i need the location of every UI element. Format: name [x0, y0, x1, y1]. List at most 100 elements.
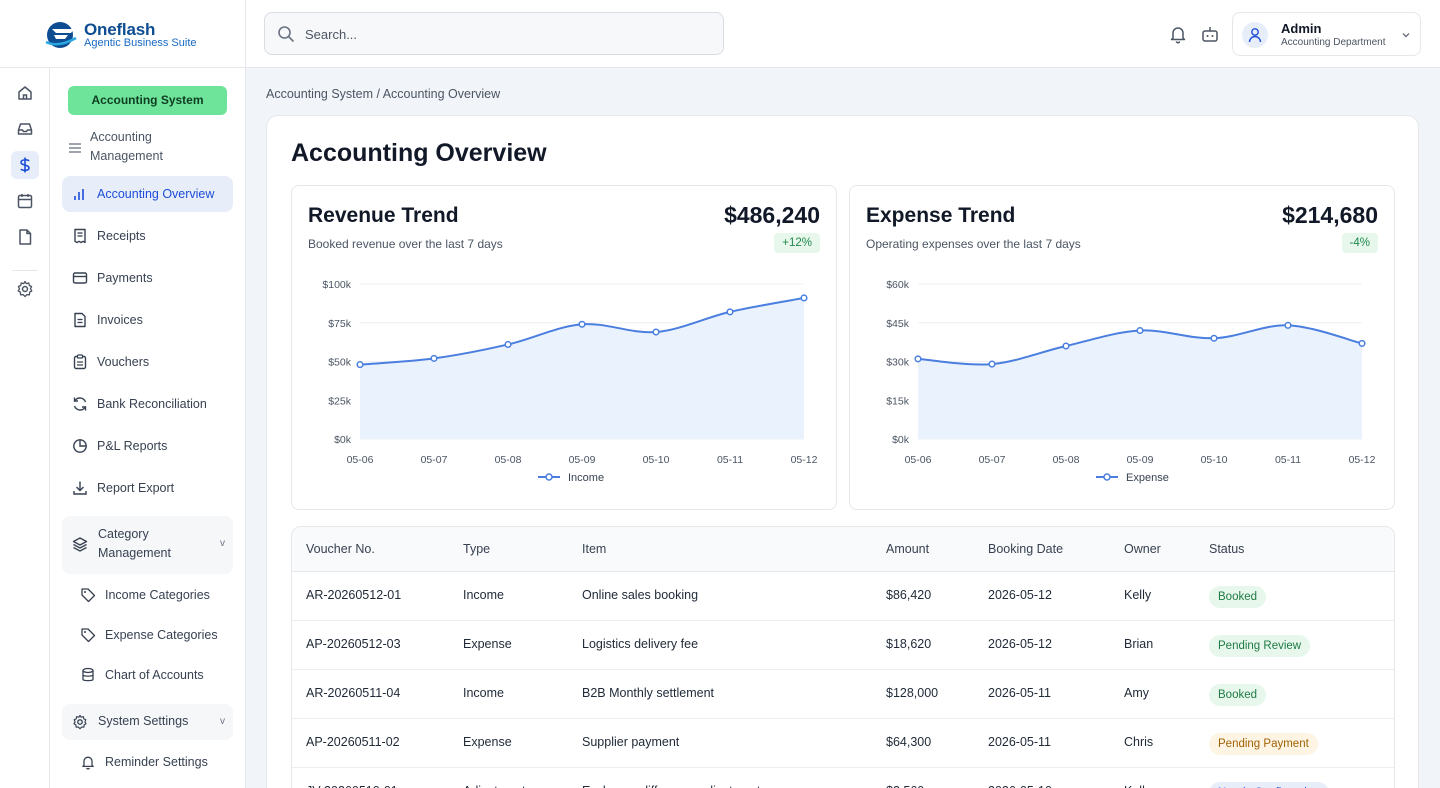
series-area	[918, 325, 1362, 439]
x-tick-label: 05-07	[421, 454, 448, 466]
revenue-change-badge: +12%	[774, 233, 820, 253]
table-row[interactable]: AP-20260512-03 Expense Logistics delivery …	[292, 621, 1394, 670]
sidebar-item-bank-reconciliation[interactable]: Bank Reconciliation	[62, 386, 233, 422]
rail-settings-button[interactable]	[11, 275, 39, 303]
data-point[interactable]	[726, 308, 734, 316]
x-tick-label: 05-06	[905, 454, 932, 466]
search-box[interactable]	[264, 12, 724, 55]
system-settings-label: System Settings	[98, 714, 189, 728]
sidebar-item-chart-of-accounts[interactable]: Chart of Accounts	[70, 660, 233, 690]
home-icon	[18, 86, 32, 100]
table-row[interactable]: AR-20260512-01 Income Online sales booking…	[292, 572, 1394, 621]
clipboard-icon	[73, 354, 87, 370]
rail-accounting-button[interactable]	[11, 151, 39, 179]
sidebar-item-label: Payments	[97, 271, 153, 285]
accounting-system-button[interactable]: Accounting System	[68, 86, 227, 115]
data-point[interactable]	[430, 354, 438, 362]
table-cell: 2026-05-10	[988, 784, 1052, 788]
y-tick-label: $25k	[328, 395, 352, 407]
avatar	[1242, 22, 1268, 48]
table-row[interactable]: AP-20260511-02 Expense Supplier payment $64…	[292, 719, 1394, 768]
system-settings-group[interactable]: System Settings v	[62, 704, 233, 740]
legend-marker	[1103, 473, 1111, 481]
x-tick-label: 05-12	[791, 454, 818, 466]
table-cell: Adjustment	[463, 784, 526, 788]
status-badge: Pending Payment	[1209, 733, 1318, 755]
x-tick-label: 05-11	[1275, 454, 1301, 466]
category-management-group[interactable]: Category Management v	[62, 516, 233, 574]
notification-bell-icon[interactable]	[1168, 24, 1188, 44]
data-point[interactable]	[652, 328, 660, 336]
search-input[interactable]	[305, 23, 705, 45]
expense-total: $214,680	[1282, 202, 1378, 228]
data-point[interactable]	[1210, 334, 1218, 342]
table-cell: Amy	[1124, 686, 1149, 700]
user-name: Admin	[1281, 21, 1322, 36]
brand-logo-icon	[45, 22, 77, 48]
user-menu[interactable]: Admin Accounting Department	[1232, 12, 1421, 56]
rail-calendar-button[interactable]	[11, 187, 39, 215]
rail-home-button[interactable]	[11, 79, 39, 107]
table-row[interactable]: JV-20260510-01 Adjustment Exchange differe…	[292, 768, 1394, 788]
sidebar: Accounting System Accounting Management …	[50, 68, 246, 788]
database-icon	[82, 667, 94, 682]
data-point[interactable]	[1136, 326, 1144, 335]
rail-inbox-button[interactable]	[11, 115, 39, 143]
accounting-management-group[interactable]: Accounting Management	[62, 128, 233, 168]
table-cell: 2026-05-11	[988, 686, 1052, 700]
sidebar-item-accounting-overview[interactable]: Accounting Overview	[62, 176, 233, 212]
gear-icon	[73, 714, 87, 730]
data-point[interactable]	[1358, 339, 1366, 347]
y-tick-label: $15k	[886, 395, 910, 407]
sidebar-item-label: Vouchers	[97, 355, 150, 369]
rail-document-button[interactable]	[11, 223, 39, 251]
sidebar-item-reminder-settings[interactable]: Reminder Settings	[70, 747, 233, 777]
assistant-bot-icon[interactable]	[1200, 24, 1220, 44]
table-cell: 2026-05-12	[988, 588, 1052, 602]
x-tick-label: 05-10	[1201, 454, 1228, 466]
sidebar-item-income-categories[interactable]: Income Categories	[70, 580, 233, 610]
revenue-total: $486,240	[724, 202, 820, 228]
data-point[interactable]	[914, 355, 922, 363]
sidebar-item-invoices[interactable]: Invoices	[62, 302, 233, 338]
sidebar-item-label: Receipts	[97, 229, 146, 243]
sidebar-item-label: Accounting Overview	[97, 187, 215, 201]
sidebar-item-receipts[interactable]: Receipts	[62, 218, 233, 254]
legend-label: Expense	[1126, 472, 1169, 484]
data-point[interactable]	[800, 294, 808, 302]
page-title: Accounting Overview	[291, 139, 547, 167]
table-cell: $2,560	[886, 784, 924, 788]
data-point[interactable]	[1062, 342, 1070, 350]
user-icon	[1248, 28, 1262, 43]
bar-chart-icon	[74, 189, 84, 200]
data-point[interactable]	[1284, 321, 1292, 329]
x-tick-label: 05-11	[717, 454, 743, 466]
receipt-icon	[74, 228, 86, 244]
pie-icon	[73, 439, 87, 453]
invoice-icon	[74, 312, 86, 328]
column-header: Item	[582, 542, 607, 556]
sidebar-item-pl-reports[interactable]: P&L Reports	[62, 428, 233, 464]
legend-marker	[545, 473, 553, 481]
data-point[interactable]	[504, 340, 512, 348]
gear-icon	[17, 280, 33, 298]
data-point[interactable]	[356, 361, 364, 369]
table-cell: $18,620	[886, 637, 932, 651]
breadcrumb: Accounting System / Accounting Overview	[266, 87, 501, 101]
data-point[interactable]	[578, 320, 586, 328]
table-cell: AR-20260512-01	[306, 588, 402, 602]
sidebar-item-payments[interactable]: Payments	[62, 260, 233, 296]
table-cell: JV-20260510-01	[306, 784, 398, 788]
bell-icon	[82, 756, 94, 770]
sidebar-item-label: Expense Categories	[105, 628, 218, 642]
table-row[interactable]: AR-20260511-04 Income B2B Monthly settleme…	[292, 670, 1394, 719]
data-point[interactable]	[988, 360, 996, 368]
table-header: Voucher No. Type Item Amount Booking Date Own…	[292, 527, 1394, 572]
dollar-icon	[20, 157, 30, 173]
table-cell: Supplier payment	[582, 735, 680, 749]
sidebar-item-expense-categories[interactable]: Expense Categories	[70, 620, 233, 650]
inbox-icon	[17, 123, 33, 135]
sidebar-item-report-export[interactable]: Report Export	[62, 470, 233, 506]
sidebar-item-vouchers[interactable]: Vouchers	[62, 344, 233, 380]
y-tick-label: $0k	[334, 434, 352, 446]
